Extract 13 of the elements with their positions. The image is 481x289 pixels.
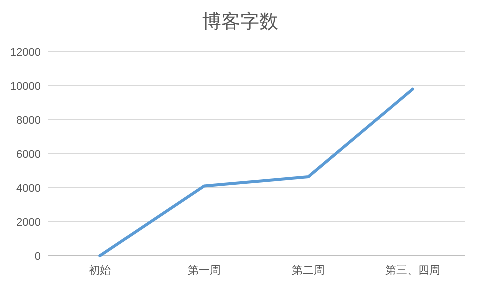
x-tick-label: 第三、四周 — [385, 265, 440, 277]
y-tick-label: 4000 — [16, 183, 41, 195]
x-tick-label: 初始 — [89, 264, 112, 277]
x-tick-label: 第一周 — [188, 265, 221, 277]
y-tick-label: 10000 — [10, 81, 41, 93]
y-tick-label: 0 — [34, 251, 41, 263]
y-tick-label: 12000 — [10, 47, 41, 59]
y-tick-label: 8000 — [16, 115, 41, 127]
line-series — [98, 88, 414, 258]
x-tick-label: 第二周 — [292, 265, 326, 277]
y-tick-label: 6000 — [16, 149, 41, 161]
y-tick-label: 2000 — [16, 217, 41, 229]
chart-title: 博客字数 — [202, 11, 278, 33]
